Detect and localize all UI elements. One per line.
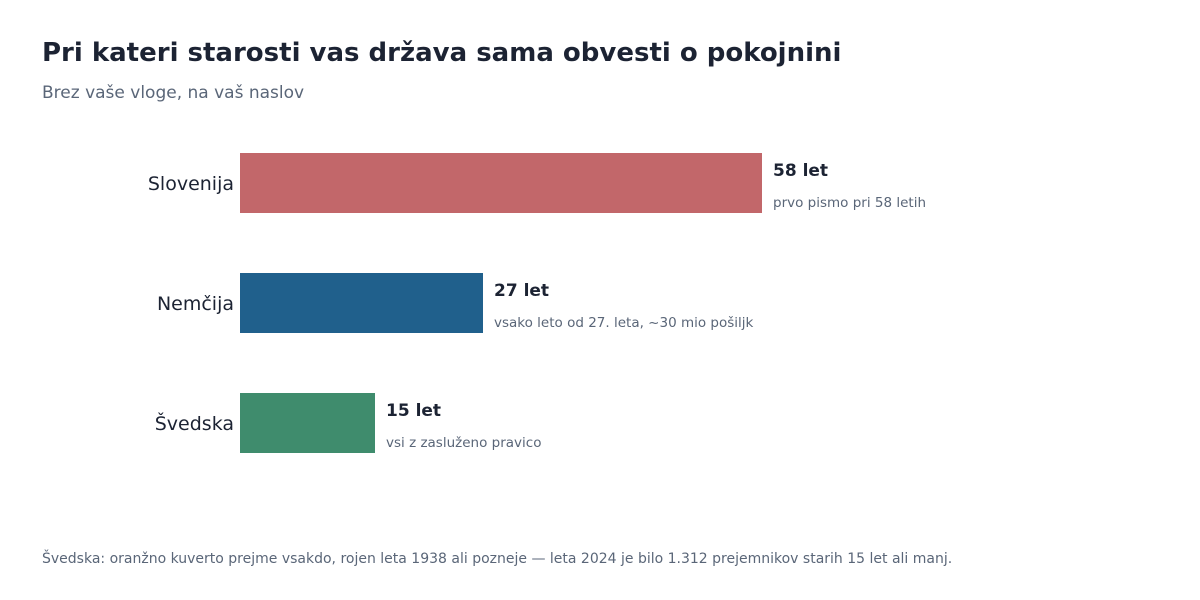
chart-subtitle: Brez vaše vloge, na vaš naslov <box>42 83 305 103</box>
bar <box>240 153 762 213</box>
value-label: 27 let <box>494 281 549 301</box>
bar-annotation: vsako leto od 27. leta, ~30 mio pošiljk <box>494 315 754 331</box>
category-label: Slovenija <box>148 173 234 195</box>
bar <box>240 273 483 333</box>
chart-footnote: Švedska: oranžno kuverto prejme vsakdo, … <box>42 551 953 567</box>
chart-title: Pri kateri starosti vas država sama obve… <box>42 38 842 68</box>
bar-group: Slovenija 58 let prvo pismo pri 58 letih <box>148 153 926 213</box>
bar-group: Nemčija 27 let vsako leto od 27. leta, ~30… <box>157 273 754 333</box>
bar-annotation: vsi z zasluženo pravico <box>386 435 541 451</box>
category-label: Švedska <box>155 411 234 435</box>
value-label: 15 let <box>386 401 441 421</box>
bar-group: Švedska 15 let vsi z zasluženo pravico <box>155 393 541 453</box>
bar-annotation: prvo pismo pri 58 letih <box>773 195 926 211</box>
category-label: Nemčija <box>157 293 234 315</box>
bar <box>240 393 375 453</box>
value-label: 58 let <box>773 161 828 181</box>
